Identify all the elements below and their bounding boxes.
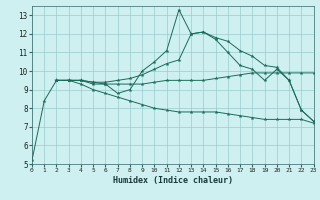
X-axis label: Humidex (Indice chaleur): Humidex (Indice chaleur) (113, 176, 233, 185)
